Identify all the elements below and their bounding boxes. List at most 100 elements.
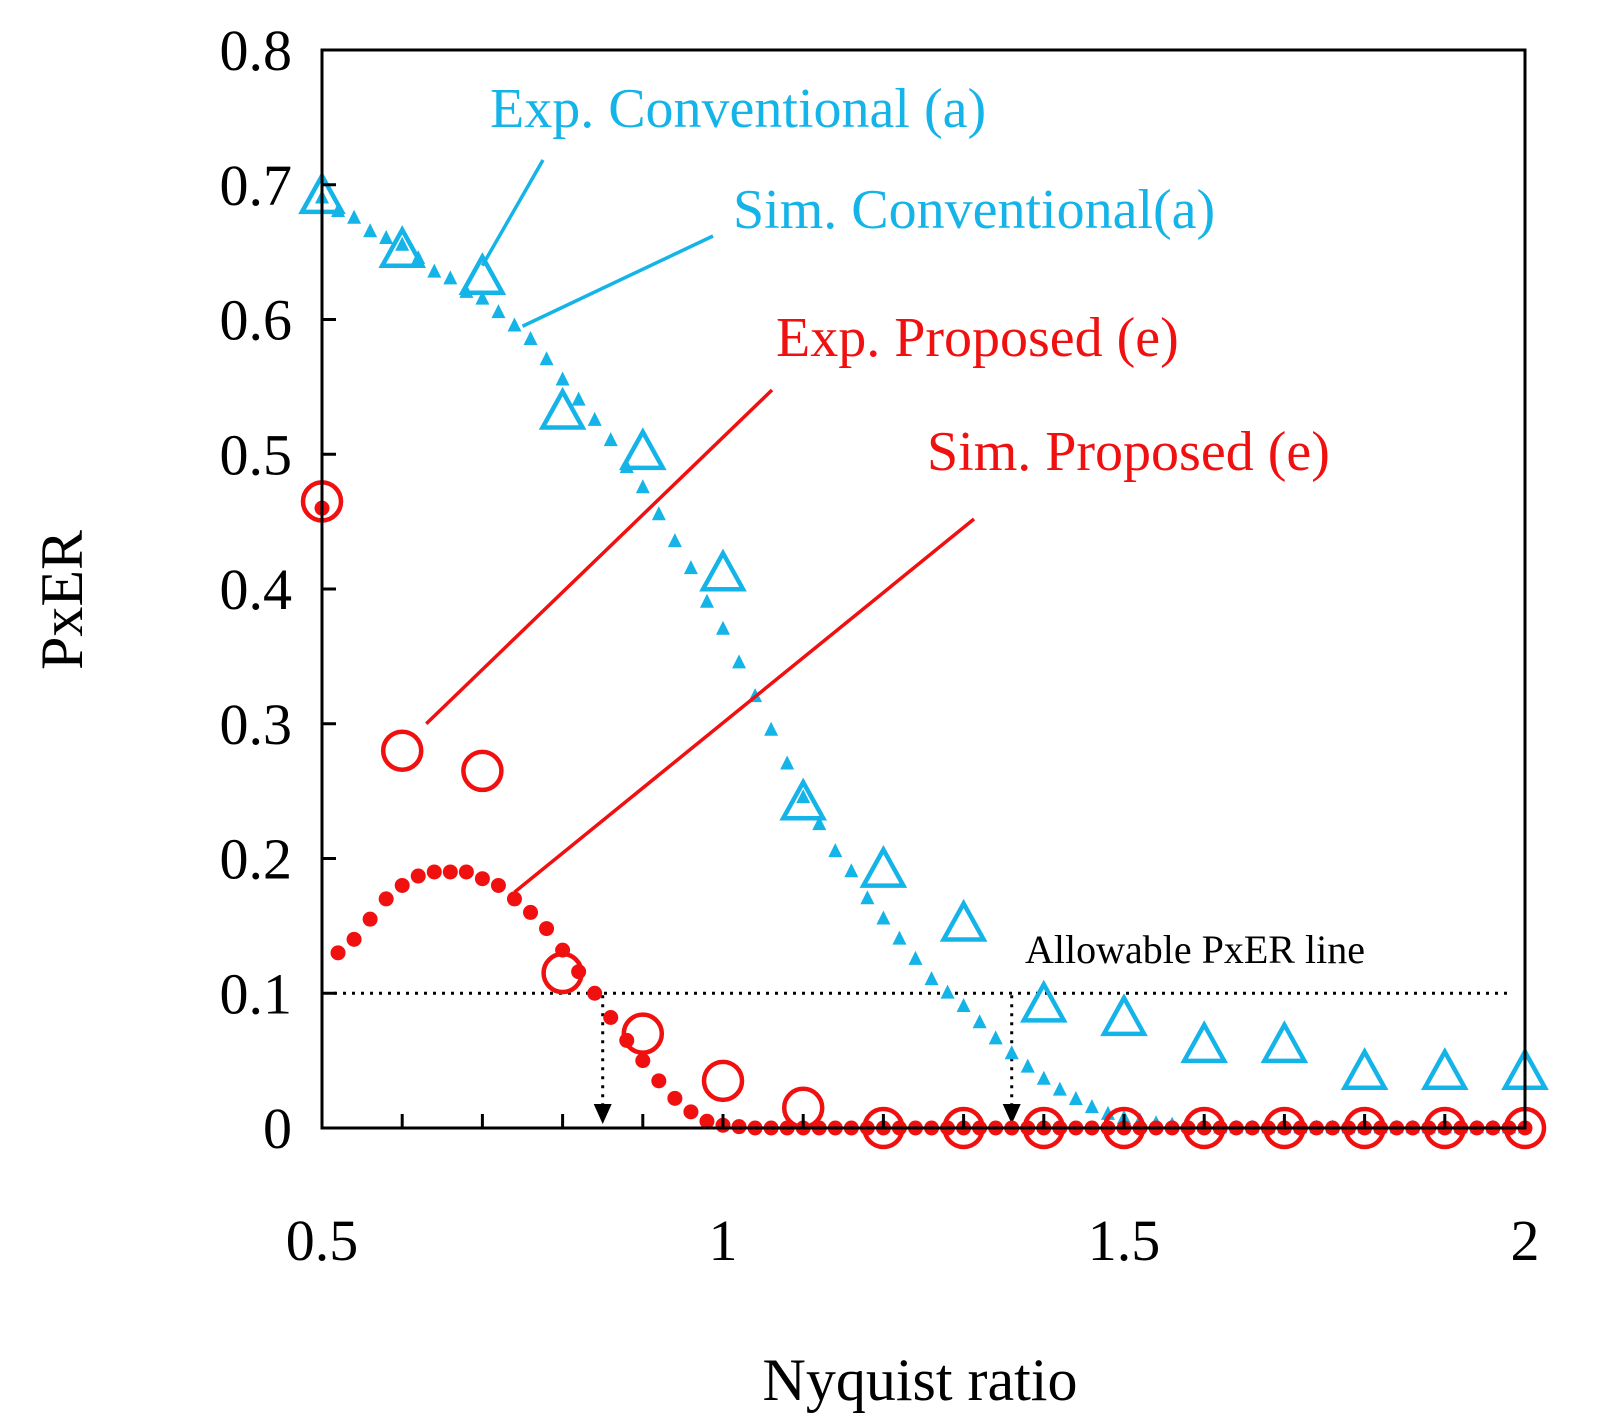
data-point-small-triangle [427,263,442,278]
data-point-dot [699,1113,715,1129]
data-point-dot [539,921,555,937]
data-point-small-triangle [812,816,827,831]
data-point-small-triangle [972,1014,987,1029]
data-point-small-triangle [764,721,779,736]
data-point-small-triangle [828,843,843,858]
data-point-dot [506,891,522,907]
data-point-small-triangle [507,317,522,332]
annotation-leader-line [425,388,774,726]
data-point-dot [587,985,603,1001]
annotation-leader-line [521,234,714,328]
data-point-small-triangle [876,910,891,925]
data-point-dot [474,871,490,887]
data-point-triangle [618,427,667,471]
data-point-dot [555,942,571,958]
data-point-dot [458,864,474,880]
data-point-triangle [1340,1047,1389,1091]
y-tick-label: 0.4 [220,557,293,622]
data-point-small-triangle [571,391,586,406]
annotation-label: Sim. Proposed (e) [927,421,1330,483]
y-tick-label: 0.2 [220,827,293,892]
data-point-small-triangle [539,351,554,366]
data-point-small-triangle [603,432,618,447]
y-tick-label: 0.1 [220,961,293,1026]
data-point-small-triangle [395,236,410,251]
y-tick-label: 0.8 [220,18,293,83]
x-tick-label: 0.5 [286,1208,359,1273]
data-point-small-triangle [667,533,682,548]
data-point-small-triangle [1084,1099,1099,1114]
y-tick-label: 0.7 [220,153,293,218]
y-tick-label: 0.5 [220,422,293,487]
data-point-triangle [1420,1047,1469,1091]
data-point-triangle [1100,993,1148,1037]
y-axis-title: PxER [29,530,95,670]
data-point-small-triangle [844,863,859,878]
y-tick-label: 0.3 [220,692,293,757]
data-point-triangle [779,777,828,821]
data-point-small-triangle [1020,1058,1035,1073]
data-point-dot [490,877,506,893]
data-point-dot [523,904,539,920]
annotation-leader-line [513,517,976,894]
data-point-small-triangle [587,411,602,426]
data-point-small-triangle [475,290,490,305]
y-tick-label: 0 [263,1096,292,1161]
x-tick-label: 1 [709,1208,738,1273]
data-point-small-triangle [651,506,666,521]
data-point-triangle [378,225,427,269]
data-point-small-triangle [924,971,939,986]
data-point-small-triangle [491,304,506,319]
data-point-dot [667,1090,683,1106]
data-point-small-triangle [732,654,747,669]
data-point-small-triangle [331,203,346,218]
x-tick-label: 1.5 [1088,1208,1161,1273]
data-point-small-triangle [988,1030,1003,1045]
x-axis-title: Nyquist ratio [763,1347,1078,1413]
data-point-dot [362,911,378,927]
data-point-dot [571,964,587,980]
data-point-small-triangle [699,593,714,608]
data-point-triangle [1180,1020,1229,1064]
data-point-small-triangle [363,223,378,238]
data-point-dot [442,864,458,880]
data-point-small-triangle [443,270,458,285]
data-point-small-triangle [635,479,650,494]
data-point-small-triangle [860,890,875,905]
data-point-dot [330,945,346,961]
data-point-small-triangle [716,620,730,635]
data-point-small-triangle [956,998,971,1013]
annotation-leader-line [480,159,545,267]
data-point-dot [378,891,394,907]
data-point-small-triangle [1036,1070,1051,1085]
data-point-small-triangle [619,459,634,474]
data-point-small-triangle [347,209,362,224]
data-point-triangle [859,845,908,888]
data-point-circle [461,749,504,793]
data-point-small-triangle [683,560,698,575]
data-point-dot [346,931,362,947]
data-point-dot [635,1053,651,1069]
data-point-dot [394,877,410,893]
data-point-small-triangle [908,950,923,965]
data-point-small-triangle [379,229,394,244]
annotation-label: Sim. Conventional(a) [733,179,1215,241]
data-point-small-triangle [796,789,811,804]
data-point-small-triangle [459,283,474,298]
data-point-small-triangle [1068,1091,1083,1106]
data-point-circle [701,1059,745,1103]
data-point-dot [603,1010,619,1026]
y-tick-label: 0.6 [220,288,293,353]
allowable-line-label: Allowable PxER line [1025,927,1365,972]
data-point-triangle [699,548,747,592]
data-point-dot [651,1073,667,1089]
data-point-small-triangle [523,331,538,346]
axes: 0 0.1 0.2 0.3 0.4 0.5 0.6 0.7 0.8 0.5 1 1.5 2 [220,18,1540,1273]
annotation-label: Exp. Conventional (a) [490,78,986,140]
data-point-small-triangle [940,984,955,999]
data-point-dot [683,1104,699,1120]
x-tick-label: 2 [1511,1208,1540,1273]
data-point-triangle [1019,979,1068,1023]
